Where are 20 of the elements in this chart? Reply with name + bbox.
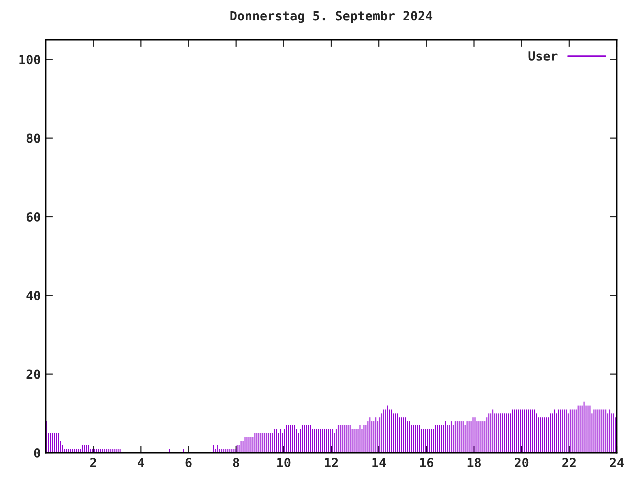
x-tick-label: 10 bbox=[278, 458, 291, 468]
y-tick-label: 40 bbox=[26, 291, 40, 301]
y-tick-label: 20 bbox=[26, 370, 40, 380]
legend-label: User bbox=[528, 52, 558, 61]
x-tick-label: 2 bbox=[90, 458, 96, 468]
y-tick-label: 80 bbox=[26, 134, 40, 144]
x-tick-label: 12 bbox=[325, 458, 338, 468]
x-tick-label: 22 bbox=[562, 458, 576, 468]
x-tick-label: 16 bbox=[420, 458, 434, 468]
y-tick-label: 60 bbox=[26, 212, 40, 222]
x-tick-label: 14 bbox=[372, 458, 386, 468]
chart-title: Donnerstag 5. Septembr 2024 bbox=[230, 11, 433, 24]
y-tick-label: 0 bbox=[34, 448, 40, 458]
x-tick-label: 24 bbox=[610, 458, 624, 468]
x-tick-label: 20 bbox=[515, 458, 529, 468]
x-tick-label: 4 bbox=[138, 458, 144, 468]
x-tick-label: 6 bbox=[186, 458, 192, 468]
x-tick-label: 18 bbox=[468, 458, 481, 468]
x-tick-label: 8 bbox=[233, 458, 240, 468]
y-tick-label: 100 bbox=[20, 55, 40, 65]
